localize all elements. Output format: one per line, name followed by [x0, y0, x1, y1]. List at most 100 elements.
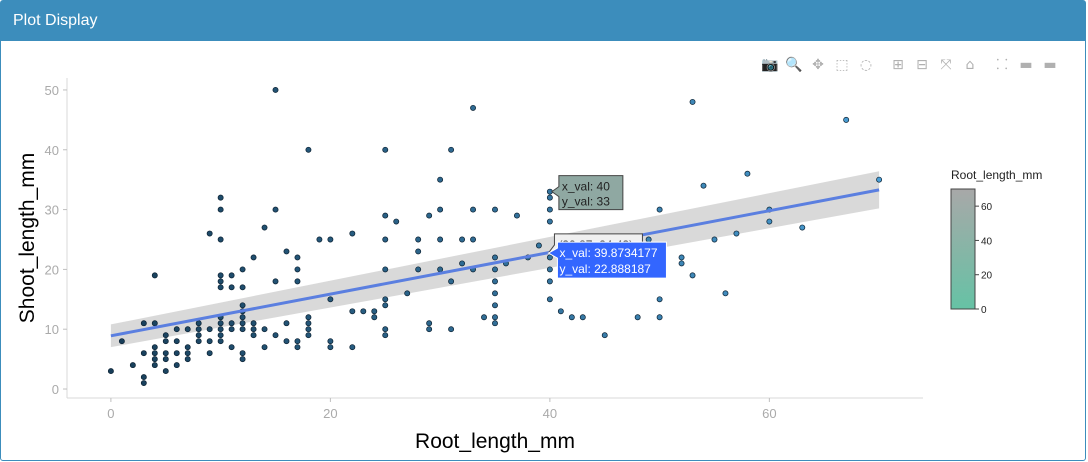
- data-point[interactable]: [371, 308, 378, 315]
- lasso-select-icon[interactable]: ◌: [859, 57, 873, 73]
- data-point[interactable]: [239, 302, 246, 309]
- data-point[interactable]: [492, 314, 498, 321]
- data-point[interactable]: [140, 380, 147, 386]
- data-point[interactable]: [184, 344, 191, 351]
- data-point[interactable]: [678, 260, 685, 267]
- data-point[interactable]: [217, 272, 224, 279]
- data-point[interactable]: [162, 338, 169, 345]
- data-point[interactable]: [195, 326, 202, 333]
- data-point[interactable]: [513, 212, 520, 219]
- data-point[interactable]: [876, 176, 883, 183]
- data-point[interactable]: [283, 320, 290, 327]
- data-point[interactable]: [415, 236, 422, 243]
- data-point[interactable]: [382, 266, 389, 273]
- data-point[interactable]: [151, 362, 158, 369]
- data-point[interactable]: [382, 296, 389, 303]
- data-point[interactable]: [151, 350, 158, 357]
- data-point[interactable]: [327, 344, 334, 351]
- data-point[interactable]: [184, 356, 191, 363]
- data-point[interactable]: [634, 314, 641, 321]
- data-point[interactable]: [140, 374, 147, 381]
- data-point[interactable]: [470, 104, 477, 111]
- data-point[interactable]: [546, 194, 553, 201]
- data-point[interactable]: [217, 194, 224, 201]
- data-point[interactable]: [733, 230, 740, 237]
- data-point[interactable]: [151, 272, 158, 279]
- data-point[interactable]: [294, 338, 301, 345]
- data-point[interactable]: [239, 266, 246, 273]
- data-point[interactable]: [206, 230, 213, 237]
- data-point[interactable]: [448, 278, 455, 285]
- data-point[interactable]: [843, 116, 850, 123]
- data-point[interactable]: [206, 326, 213, 333]
- data-point[interactable]: [162, 368, 169, 375]
- zoom-out-icon[interactable]: ⊟: [916, 57, 928, 73]
- data-point[interactable]: [448, 146, 455, 153]
- data-point[interactable]: [459, 236, 466, 243]
- data-point[interactable]: [470, 236, 477, 243]
- data-point[interactable]: [184, 326, 191, 333]
- hover-compare-icon[interactable]: ▬: [1043, 57, 1057, 73]
- data-point[interactable]: [360, 308, 367, 315]
- data-point[interactable]: [228, 344, 235, 351]
- data-point[interactable]: [492, 206, 498, 213]
- data-point[interactable]: [568, 314, 575, 321]
- data-point[interactable]: [107, 368, 114, 375]
- data-point[interactable]: [349, 308, 356, 315]
- data-point[interactable]: [722, 290, 729, 297]
- data-point[interactable]: [140, 350, 147, 357]
- camera-icon[interactable]: 📷: [761, 57, 779, 73]
- data-point[interactable]: [250, 254, 257, 261]
- data-point[interactable]: [448, 326, 455, 333]
- data-point[interactable]: [195, 338, 202, 345]
- data-point[interactable]: [689, 272, 696, 279]
- data-point[interactable]: [535, 242, 542, 249]
- data-point[interactable]: [261, 344, 268, 351]
- data-point[interactable]: [744, 170, 751, 177]
- data-point[interactable]: [470, 206, 477, 213]
- data-point[interactable]: [393, 218, 400, 225]
- data-point[interactable]: [546, 296, 553, 303]
- spike-lines-icon[interactable]: ⸬: [996, 57, 1008, 73]
- data-point[interactable]: [217, 206, 224, 213]
- data-point[interactable]: [217, 236, 224, 243]
- data-point[interactable]: [327, 296, 334, 303]
- data-point[interactable]: [294, 278, 301, 285]
- data-point[interactable]: [601, 332, 608, 339]
- data-point[interactable]: [437, 176, 444, 183]
- data-point[interactable]: [272, 87, 279, 93]
- data-point[interactable]: [217, 284, 224, 291]
- data-point[interactable]: [184, 350, 191, 357]
- data-point[interactable]: [766, 218, 773, 225]
- data-point[interactable]: [327, 338, 334, 345]
- data-point[interactable]: [206, 338, 213, 345]
- data-point[interactable]: [250, 332, 257, 339]
- data-point[interactable]: [228, 284, 235, 291]
- data-point[interactable]: [195, 320, 202, 327]
- data-point[interactable]: [382, 332, 389, 339]
- data-point[interactable]: [272, 278, 279, 285]
- data-point[interactable]: [437, 206, 444, 213]
- data-point[interactable]: [656, 296, 663, 303]
- data-point[interactable]: [656, 206, 663, 213]
- data-point[interactable]: [217, 338, 224, 345]
- data-point[interactable]: [239, 326, 246, 333]
- box-select-icon[interactable]: ⬚: [835, 57, 849, 73]
- data-point[interactable]: [195, 332, 202, 339]
- data-point[interactable]: [492, 254, 498, 261]
- data-point[interactable]: [261, 326, 268, 333]
- data-point[interactable]: [689, 98, 696, 105]
- data-point[interactable]: [294, 254, 301, 261]
- data-point[interactable]: [492, 278, 498, 285]
- data-point[interactable]: [371, 314, 378, 321]
- reset-axes-icon[interactable]: ⌂: [965, 57, 975, 73]
- scatter-chart[interactable]: 0 10 20 30 40 50 0 20 40 60 Root_length_mm Shoot_le…: [1, 41, 1087, 461]
- data-point[interactable]: [228, 320, 235, 327]
- data-point[interactable]: [492, 320, 498, 327]
- data-point[interactable]: [217, 326, 224, 333]
- data-point[interactable]: [173, 350, 180, 357]
- data-point[interactable]: [305, 332, 312, 339]
- data-point[interactable]: [283, 338, 290, 345]
- data-point[interactable]: [261, 224, 268, 231]
- data-point[interactable]: [294, 344, 301, 351]
